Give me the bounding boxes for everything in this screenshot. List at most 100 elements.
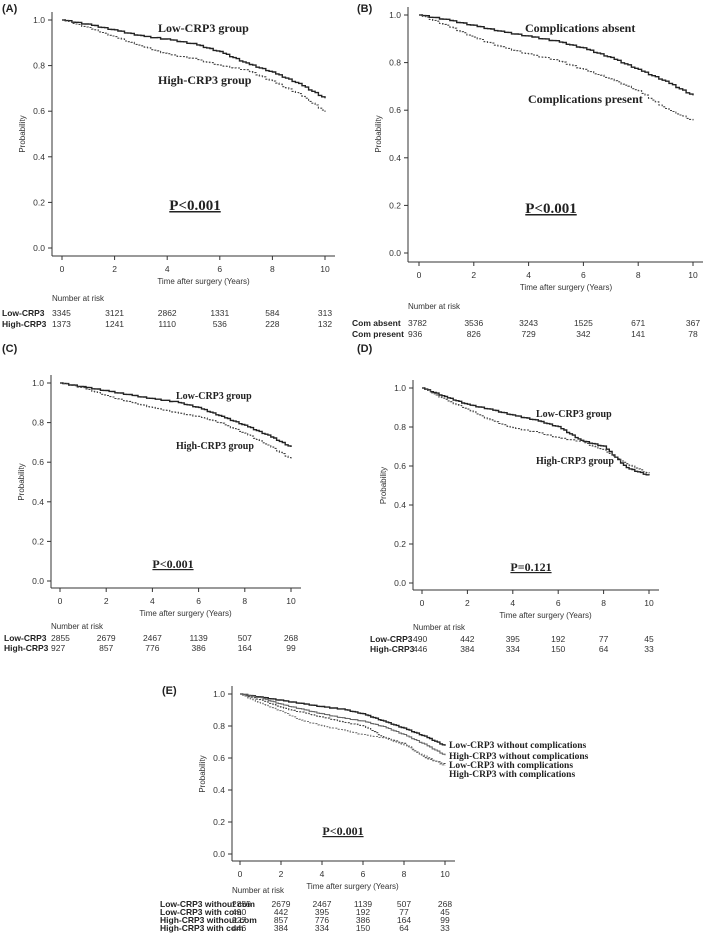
risk-value: 367 <box>686 318 700 328</box>
risk-value: 927 <box>232 915 246 925</box>
curve-annotation: Low-CRP3 group <box>176 391 252 402</box>
risk-value: 99 <box>286 643 296 653</box>
y-tick-label: 1.0 <box>32 378 44 388</box>
curve-annotation: Complications present <box>528 92 643 106</box>
risk-row-label: Com absent <box>352 318 401 328</box>
x-tick-label: 10 <box>320 264 330 274</box>
x-axis-title: Time after surgery (Years) <box>499 611 592 620</box>
x-tick-label: 2 <box>112 264 117 274</box>
risk-value: 1139 <box>354 899 373 909</box>
survival-curve <box>419 14 694 96</box>
y-tick-label: 0.6 <box>213 753 225 763</box>
risk-value: 33 <box>440 923 450 933</box>
curve-annotation: Low-CRP3 with complications <box>449 761 573 771</box>
risk-value: 1525 <box>574 318 593 328</box>
risk-value: 3121 <box>105 308 124 318</box>
km-plot-a: (A) 0.0 0.2 0.4 0.6 0.8 1.0 0 2 4 6 8 10 Probability T… <box>2 3 335 329</box>
y-axis-title: Probability <box>17 463 26 500</box>
y-tick-label: 0.2 <box>213 817 225 827</box>
risk-value: 384 <box>460 644 474 654</box>
risk-value: 442 <box>274 907 288 917</box>
risk-value: 507 <box>397 899 411 909</box>
curve-annotation: High-CRP3 group <box>536 456 614 467</box>
y-tick-label: 0.4 <box>394 500 406 510</box>
p-value: P<0.001 <box>525 201 576 217</box>
risk-value: 2679 <box>272 899 291 909</box>
risk-value: 64 <box>599 644 609 654</box>
risk-value: 386 <box>192 643 206 653</box>
risk-value: 164 <box>238 643 252 653</box>
panel-a: (A) 0.0 0.2 0.4 0.6 0.8 1.0 0 2 4 6 8 10 Probability T… <box>0 0 355 335</box>
risk-value: 192 <box>551 634 565 644</box>
x-tick-label: 8 <box>636 270 641 280</box>
x-tick-label: 2 <box>104 596 109 606</box>
risk-row-label: High-CRP3 without com <box>160 915 257 925</box>
y-tick-label: 0.0 <box>33 243 45 253</box>
y-tick-label: 0.2 <box>394 539 406 549</box>
survival-curve <box>60 382 292 447</box>
x-axis-title: Time after surgery (Years) <box>139 609 232 618</box>
risk-row-label: Com present <box>352 329 404 339</box>
panel-label: (E) <box>162 685 177 697</box>
x-tick-label: 8 <box>402 869 407 879</box>
km-plot-e: (E) 0.0 0.2 0.4 0.6 0.8 1.0 0 2 4 6 8 10 Probability T… <box>160 685 589 933</box>
x-tick-label: 8 <box>242 596 247 606</box>
panel-label: (A) <box>2 3 18 15</box>
x-tick-label: 6 <box>361 869 366 879</box>
risk-value: 77 <box>599 634 609 644</box>
risk-value: 446 <box>232 923 246 933</box>
risk-row-label: High-CRP3 <box>4 643 49 653</box>
risk-value: 1331 <box>210 308 229 318</box>
curve-annotation: High-CRP3 without complications <box>449 752 589 762</box>
panel-d: (D) 0.0 0.2 0.4 0.6 0.8 1.0 0 2 4 6 8 10 Probability T… <box>355 340 709 660</box>
risk-value: 507 <box>238 633 252 643</box>
risk-row-label: Low-CRP3 <box>370 634 413 644</box>
y-tick-label: 0.0 <box>394 578 406 588</box>
risk-value: 395 <box>506 634 520 644</box>
x-axis-title: Time after surgery (Years) <box>306 882 399 891</box>
x-tick-label: 6 <box>581 270 586 280</box>
number-at-risk-header: Number at risk <box>51 622 104 631</box>
survival-curve <box>240 693 446 756</box>
risk-value: 1110 <box>158 319 176 329</box>
y-axis-title: Probability <box>379 467 388 504</box>
y-tick-label: 1.0 <box>389 10 401 20</box>
panel-b: (B) 0.0 0.2 0.4 0.6 0.8 1.0 0 2 4 6 8 10 Probability T… <box>352 0 709 340</box>
risk-value: 132 <box>318 319 332 329</box>
risk-value: 78 <box>688 329 698 339</box>
curve-annotation: High-CRP3 group <box>158 73 252 87</box>
risk-value: 1241 <box>105 319 124 329</box>
x-tick-label: 0 <box>60 264 65 274</box>
risk-value: 3345 <box>52 308 71 318</box>
risk-value: 2679 <box>97 633 116 643</box>
risk-row-label: High-CRP3 <box>2 319 47 329</box>
x-tick-label: 6 <box>217 264 222 274</box>
curve-annotation: Low-CRP3 group <box>536 409 612 420</box>
x-tick-label: 2 <box>471 270 476 280</box>
risk-value: 77 <box>399 907 409 917</box>
y-tick-label: 0.6 <box>394 461 406 471</box>
x-tick-label: 2 <box>465 598 470 608</box>
risk-value: 1139 <box>189 633 208 643</box>
y-axis-title: Probability <box>18 115 27 152</box>
risk-row-label: Low-CRP3 <box>2 308 45 318</box>
x-tick-label: 4 <box>150 596 155 606</box>
number-at-risk-header: Number at risk <box>232 886 285 895</box>
x-tick-label: 0 <box>420 598 425 608</box>
x-tick-label: 8 <box>601 598 606 608</box>
panel-e: (E) 0.0 0.2 0.4 0.6 0.8 1.0 0 2 4 6 8 10 Probability T… <box>160 680 610 938</box>
risk-value: 2855 <box>51 633 70 643</box>
risk-value: 446 <box>413 644 427 654</box>
y-tick-label: 0.8 <box>389 58 401 68</box>
y-tick-label: 0.6 <box>32 457 44 467</box>
curve-annotation: High-CRP3 with complications <box>449 770 575 780</box>
y-tick-label: 0.8 <box>32 418 44 428</box>
risk-value: 2862 <box>158 308 177 318</box>
km-plot-b: (B) 0.0 0.2 0.4 0.6 0.8 1.0 0 2 4 6 8 10 Probability T… <box>352 3 703 339</box>
risk-value: 268 <box>284 633 298 643</box>
risk-value: 313 <box>318 308 332 318</box>
x-tick-label: 4 <box>510 598 515 608</box>
risk-value: 384 <box>274 923 288 933</box>
y-tick-label: 0.2 <box>33 197 45 207</box>
risk-row-label: Low-CRP3 <box>4 633 47 643</box>
